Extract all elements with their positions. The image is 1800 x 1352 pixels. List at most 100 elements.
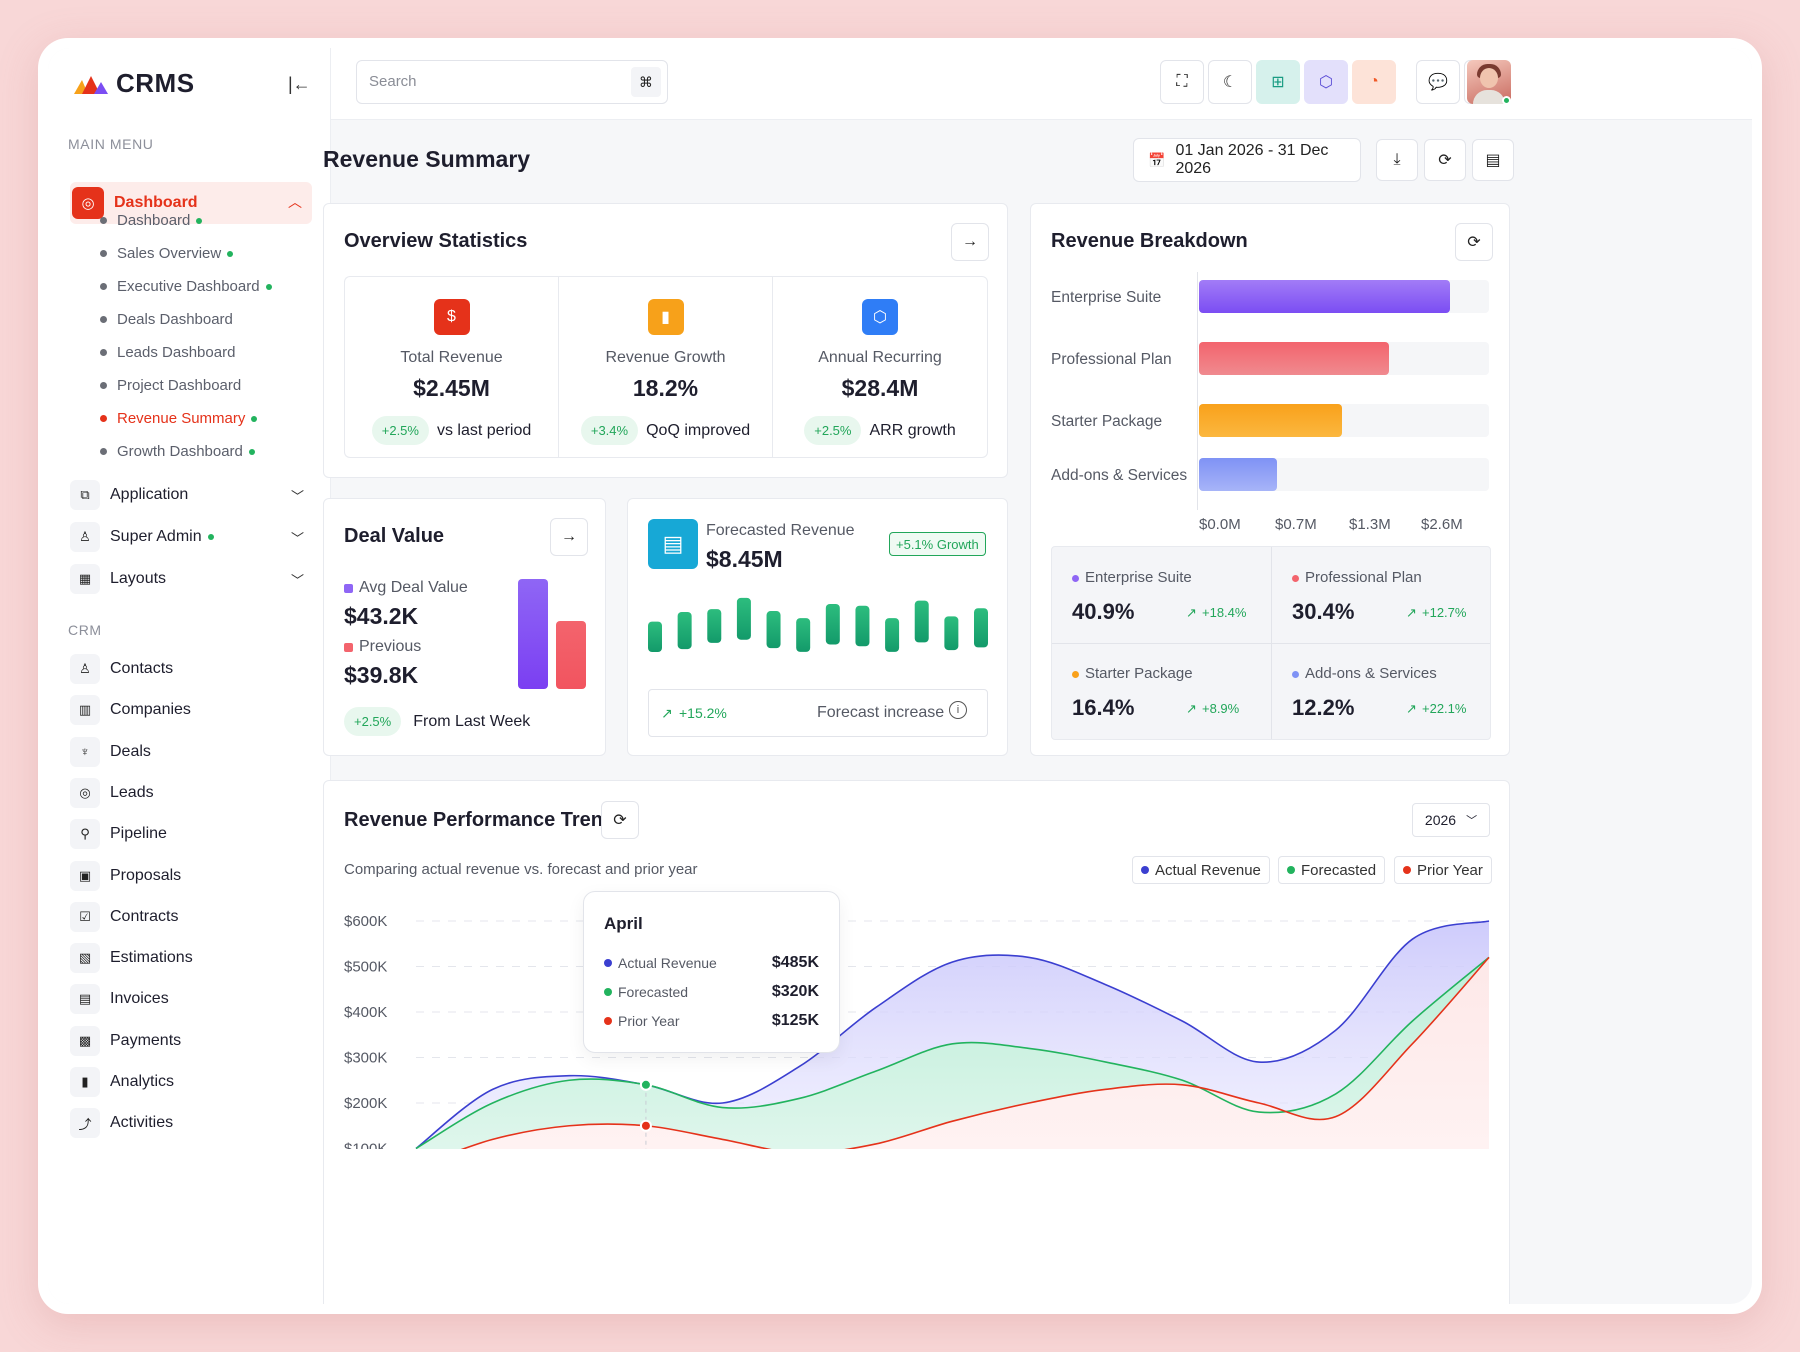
sidebar-item-payments[interactable]: ▩ Payments [70, 1024, 312, 1058]
growth-badge: +5.1% Growth [889, 532, 986, 556]
trend-refresh-button[interactable]: ⟳ [601, 801, 639, 839]
status-dot [248, 448, 255, 455]
archive-button[interactable]: ▤ [1472, 139, 1514, 181]
sidebar-subitem[interactable]: Deals Dashboard [100, 311, 233, 328]
chevron-up-icon: ︿ [288, 194, 302, 210]
avatar[interactable] [1467, 60, 1511, 104]
bar-label: Add-ons & Services [1051, 467, 1188, 484]
stat-value: 18.2% [632, 375, 699, 401]
forecast-bar [796, 618, 811, 652]
sidebar-item-label: Pipeline [110, 825, 167, 843]
sidebar-item-estimations[interactable]: ▧ Estimations [70, 941, 312, 975]
chart-tooltip: April Actual Revenue $485K Forecasted $320K… [583, 891, 840, 1053]
y-tick-label: $100K [344, 1141, 387, 1150]
legend-chip-prior-year[interactable]: Prior Year [1394, 856, 1492, 884]
avg-deal-label: Avg Deal Value [359, 579, 468, 596]
application-icon: ⧉ [70, 480, 100, 510]
share-cell: Enterprise Suite 40.9% ↗ +18.4% [1052, 547, 1271, 643]
forecasted-revenue-card: ▤ Forecasted Revenue $8.45M +5.1% Growth… [627, 498, 1008, 756]
sidebar-subitem[interactable]: Sales Overview [100, 245, 234, 262]
date-range-picker[interactable]: 📅 01 Jan 2026 - 31 Dec 2026 [1133, 138, 1361, 182]
sidebar-item-analytics[interactable]: ▮ Analytics [70, 1065, 312, 1099]
forecast-bar [677, 611, 692, 650]
trend-up-icon: ↗ [1186, 701, 1197, 716]
search-input[interactable] [369, 73, 619, 90]
reports-button[interactable]: ◔ [1352, 60, 1396, 104]
sidebar-subitem-label: Sales Overview [117, 245, 222, 262]
info-icon[interactable]: i [949, 701, 967, 719]
sidebar-group-super-admin[interactable]: ♙ Super Admin ﹀ [70, 520, 312, 554]
sidebar-item-dashboard[interactable]: ◎ Dashboard ︿ [70, 182, 312, 224]
legend-swatch [344, 642, 353, 652]
logo[interactable]: CRMS [72, 68, 195, 99]
collapse-sidebar-icon[interactable]: |← [288, 74, 311, 94]
year-select[interactable]: 2026 ﹀ [1412, 803, 1490, 837]
messages-button[interactable]: 💬 [1416, 60, 1460, 104]
help-button[interactable]: ⬡ [1304, 60, 1348, 104]
sidebar-subitem[interactable]: Project Dashboard [100, 377, 241, 394]
share-value: 40.9% [1072, 599, 1135, 624]
fullscreen-button[interactable]: ⛶ [1160, 60, 1204, 104]
sidebar-subitem[interactable]: Leads Dashboard [100, 344, 235, 361]
prior-year-area [416, 957, 1489, 1149]
dark-mode-button[interactable]: ☾ [1208, 60, 1252, 104]
legend-dot [604, 959, 612, 967]
deal-value-open-button[interactable]: → [550, 518, 588, 556]
breakdown-refresh-button[interactable]: ⟳ [1455, 223, 1493, 261]
sidebar-subitem[interactable]: Revenue Summary [100, 410, 258, 427]
card-title: Revenue Performance Trend [344, 809, 616, 831]
download-button[interactable]: ⤓ [1376, 139, 1418, 181]
prior-year-point[interactable] [639, 1119, 652, 1132]
forecast-footer: ↗ +15.2% Forecast increase i [648, 689, 988, 737]
overview-open-button[interactable]: → [951, 223, 989, 261]
share-label: Enterprise Suite [1085, 569, 1192, 586]
status-dot [251, 415, 258, 422]
apps-button[interactable]: ⊞ [1256, 60, 1300, 104]
stat-total-revenue: $ Total Revenue $2.45M +2.5% vs last peri… [344, 276, 558, 458]
sidebar-item-leads[interactable]: ◎ Leads [70, 776, 312, 810]
legend-chip-actual-revenue[interactable]: Actual Revenue [1132, 856, 1270, 884]
stat-label: Annual Recurring [818, 349, 942, 366]
breakdown-bar [1199, 458, 1278, 491]
sidebar-subitem[interactable]: Dashboard [100, 212, 203, 229]
sidebar-item-label: Application [110, 486, 189, 503]
sidebar-item-contacts[interactable]: ♙ Contacts [70, 652, 312, 686]
sidebar-item-activities[interactable]: ⤴ Activities [70, 1106, 312, 1140]
calendar-icon: 📅 [1148, 151, 1166, 168]
sidebar-item-companies[interactable]: ▥ Companies [70, 693, 312, 727]
sidebar-item-label: Analytics [110, 1073, 175, 1090]
bullet-dot [100, 415, 107, 422]
refresh-button[interactable]: ⟳ [1424, 139, 1466, 181]
forecast-value: $8.45M [706, 546, 783, 572]
page-title: Revenue Summary [323, 146, 531, 172]
card-title: Deal Value [344, 525, 445, 547]
pipeline-icon: ⚲ [70, 819, 100, 850]
forecast-label: Forecasted Revenue [706, 522, 855, 539]
forecast-bar [914, 600, 929, 643]
sidebar-group-application[interactable]: ⧉ Application ﹀ [70, 478, 312, 512]
search-box[interactable]: ⌘ [356, 60, 668, 104]
sidebar-subitem[interactable]: Executive Dashboard [100, 278, 272, 295]
sidebar-item-label: Contacts [110, 660, 174, 677]
sidebar-item-proposals[interactable]: ▣ Proposals [70, 859, 312, 893]
chevron-down-icon: ﹀ [290, 489, 304, 504]
stat-note: vs last period [436, 421, 532, 439]
share-value: 30.4% [1292, 599, 1355, 624]
activities-icon: ⤴ [70, 1108, 100, 1139]
sidebar-item-invoices[interactable]: ▤ Invoices [70, 982, 312, 1016]
breakdown-bar [1199, 342, 1389, 375]
sidebar-item-pipeline[interactable]: ⚲ Pipeline [70, 817, 312, 851]
sidebar-subitem-label: Dashboard [117, 212, 191, 229]
sidebar-subitem[interactable]: Growth Dashboard [100, 443, 255, 460]
legend-chip-forecasted[interactable]: Forecasted [1278, 856, 1386, 884]
app-window: CRMS |← MAIN MENU ◎ Dashboard ︿ Dashboar… [48, 48, 1752, 1304]
sidebar-item-contracts[interactable]: ☑ Contracts [70, 900, 312, 934]
sidebar-group-layouts[interactable]: ▦ Layouts ﹀ [70, 562, 312, 596]
sidebar-item-deals[interactable]: ♆ Deals [70, 735, 312, 769]
status-dot [265, 283, 272, 290]
estimations-icon: ▧ [70, 943, 100, 974]
bullet-dot [100, 448, 107, 455]
forecasted-point[interactable] [639, 1078, 652, 1091]
share-value: 12.2% [1292, 695, 1355, 720]
dollar-icon: $ [433, 299, 470, 335]
